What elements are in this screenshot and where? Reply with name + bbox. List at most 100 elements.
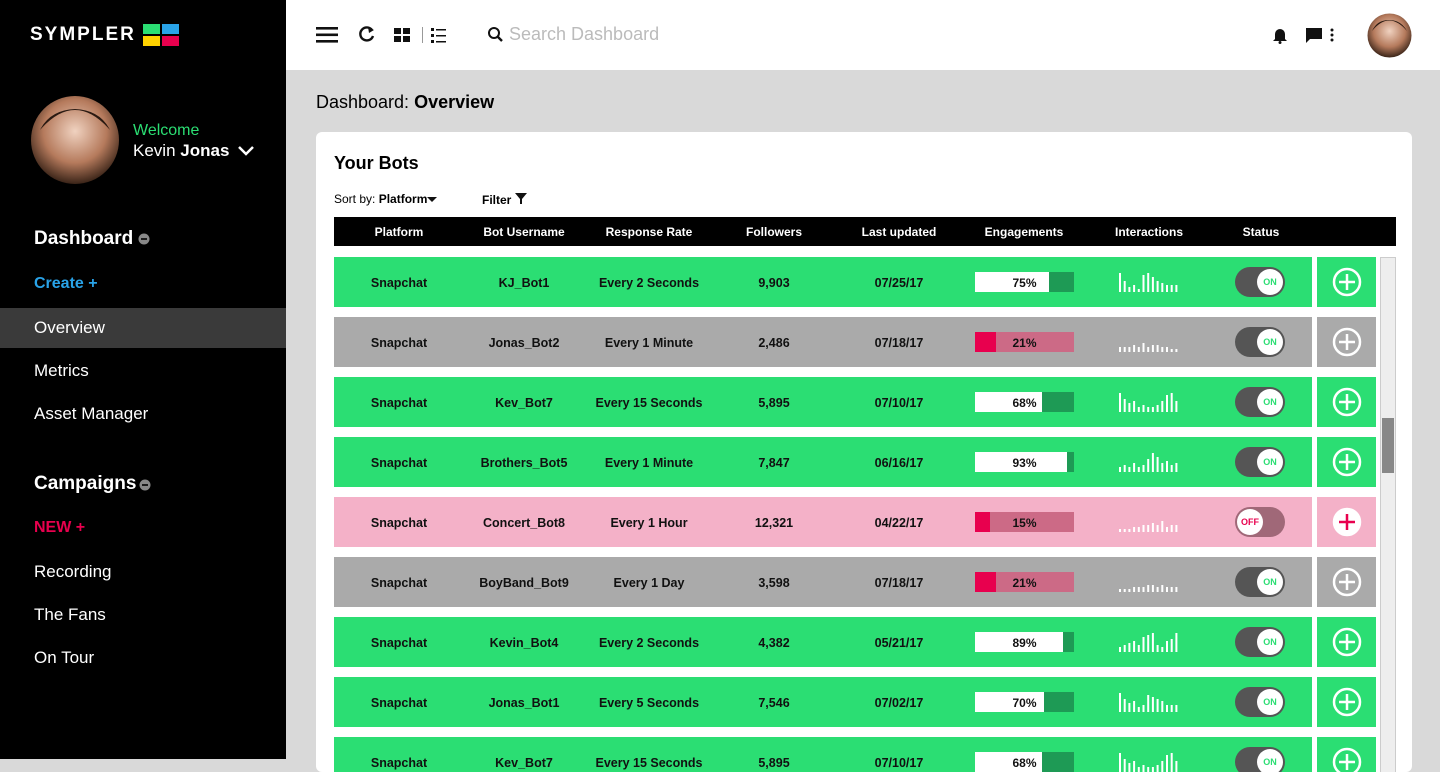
toolbar-icons[interactable] [316, 24, 486, 46]
column-header: Interactions [1114, 225, 1183, 239]
interaction-bar [1142, 465, 1145, 472]
collapse-icon[interactable] [138, 233, 150, 245]
toggle-knob: ON [1257, 449, 1283, 475]
interaction-bar [1133, 587, 1136, 592]
engagement-bar: 93% [975, 452, 1074, 472]
cell: 04/22/17 [874, 516, 924, 530]
table-row[interactable]: Snapchat KJ_Bot1 Every 2 Seconds 9,903 07/25… [334, 257, 1312, 307]
greeting: Welcome [133, 122, 200, 139]
status-toggle[interactable]: ON [1235, 447, 1285, 477]
status-toggle[interactable]: ON [1235, 687, 1285, 717]
nav-item[interactable]: On Tour [34, 648, 95, 667]
interaction-bar [1175, 285, 1178, 292]
add-button[interactable] [1317, 557, 1376, 607]
interaction-bar [1147, 767, 1150, 772]
add-button[interactable] [1317, 497, 1376, 547]
interaction-bar [1142, 405, 1145, 412]
engagement-label: 15% [1012, 516, 1037, 530]
interaction-bar [1128, 589, 1131, 592]
interaction-bar [1156, 345, 1159, 352]
new-link[interactable]: NEW + [34, 519, 86, 536]
filter-icon [514, 193, 527, 204]
table-row[interactable]: Snapchat Kevin_Bot4 Every 2 Seconds 4,382 05… [334, 617, 1312, 667]
nav-item[interactable]: Asset Manager [34, 404, 149, 423]
plus-sign [1339, 574, 1355, 590]
interaction-bar [1170, 587, 1173, 592]
status-toggle[interactable]: ON [1235, 387, 1285, 417]
status-label: ON [1263, 577, 1277, 587]
interaction-bar [1137, 347, 1140, 352]
interaction-bar [1170, 393, 1173, 412]
interaction-bar [1142, 765, 1145, 772]
cell: BoyBand_Bot9 [479, 576, 569, 590]
table-row[interactable]: Snapchat BoyBand_Bot9 Every 1 Day 3,598 07/1… [334, 557, 1312, 607]
breadcrumb: Dashboard: Overview [316, 92, 494, 113]
status-toggle[interactable]: OFF [1235, 507, 1285, 537]
interaction-bar [1123, 281, 1126, 292]
cell: 07/18/17 [874, 336, 924, 350]
status-toggle[interactable]: ON [1235, 327, 1285, 357]
interactions-sparkline [1119, 521, 1178, 532]
status-toggle[interactable]: ON [1235, 267, 1285, 297]
cell: 06/16/17 [874, 456, 924, 470]
nav-item[interactable]: The Fans [34, 605, 106, 624]
user-name[interactable]: Kevin Jonas [133, 141, 255, 161]
interaction-bar [1133, 401, 1136, 412]
nav-item[interactable]: Recording [34, 562, 112, 581]
status-toggle[interactable]: ON [1235, 567, 1285, 597]
add-button[interactable] [1317, 317, 1376, 367]
filter-control[interactable]: Filter [482, 192, 527, 207]
status-toggle[interactable]: ON [1235, 627, 1285, 657]
table-row[interactable]: Snapchat Jonas_Bot2 Every 1 Minute 2,486 07/… [334, 317, 1312, 367]
interaction-bar [1151, 453, 1154, 472]
interaction-bar [1123, 699, 1126, 712]
interaction-bar [1137, 407, 1140, 412]
interaction-bar [1166, 705, 1168, 712]
nav-item[interactable]: Metrics [34, 361, 89, 380]
interaction-bar [1151, 277, 1154, 292]
collapse-icon[interactable] [139, 479, 151, 491]
interaction-bar [1166, 641, 1168, 652]
scrollbar[interactable] [1380, 257, 1396, 772]
table-row[interactable]: Snapchat Brothers_Bot5 Every 1 Minute 7,847… [334, 437, 1312, 487]
table-row[interactable]: Snapchat Concert_Bot8 Every 1 Hour 12,321 04… [334, 497, 1312, 547]
last-name: Jonas [180, 141, 230, 160]
add-button[interactable] [1317, 737, 1376, 772]
add-button[interactable] [1317, 377, 1376, 427]
add-button[interactable] [1317, 617, 1376, 667]
interaction-bar [1123, 399, 1126, 412]
cell: 07/18/17 [874, 576, 924, 590]
scroll-thumb[interactable] [1382, 418, 1394, 473]
add-button[interactable] [1317, 257, 1376, 307]
interactions-sparkline [1119, 393, 1178, 412]
status-toggle[interactable]: ON [1235, 747, 1285, 772]
interaction-bar [1123, 529, 1126, 532]
engagement-label: 89% [1012, 636, 1037, 650]
table-row[interactable]: Snapchat Jonas_Bot1 Every 5 Seconds 7,546 07… [334, 677, 1312, 727]
cell: Kev_Bot7 [495, 756, 553, 770]
create-link[interactable]: Create + [34, 275, 98, 292]
sidebar: SYMPLER Welcome Kevin Jonas Dashboard Cr… [0, 0, 286, 759]
add-button[interactable] [1317, 677, 1376, 727]
header-icons[interactable] [1272, 26, 1342, 44]
interaction-bar [1119, 589, 1121, 592]
plus-circle [1332, 567, 1362, 597]
interaction-bar [1151, 523, 1154, 532]
cell: Concert_Bot8 [483, 516, 565, 530]
engagement-bar: 68% [975, 752, 1074, 772]
table-row[interactable]: Snapchat Kev_Bot7 Every 15 Seconds 5,895 07/… [334, 737, 1312, 772]
card-title: Your Bots [334, 153, 419, 173]
cell: Every 15 Seconds [595, 396, 703, 410]
header-avatar[interactable] [1367, 13, 1412, 58]
engagement-fill [975, 692, 1045, 712]
engagement-label: 68% [1012, 396, 1037, 410]
search-input[interactable]: Search Dashboard [509, 24, 660, 44]
status-label: ON [1263, 457, 1277, 467]
table-row[interactable]: Snapchat Kev_Bot7 Every 15 Seconds 5,895 07/… [334, 377, 1312, 427]
sort-control[interactable]: Sort by: Platform [334, 192, 438, 206]
interaction-bar [1161, 463, 1164, 472]
nav-item[interactable]: Overview [0, 308, 286, 348]
interaction-bar [1161, 761, 1164, 772]
add-button[interactable] [1317, 437, 1376, 487]
interaction-bar [1137, 645, 1140, 652]
